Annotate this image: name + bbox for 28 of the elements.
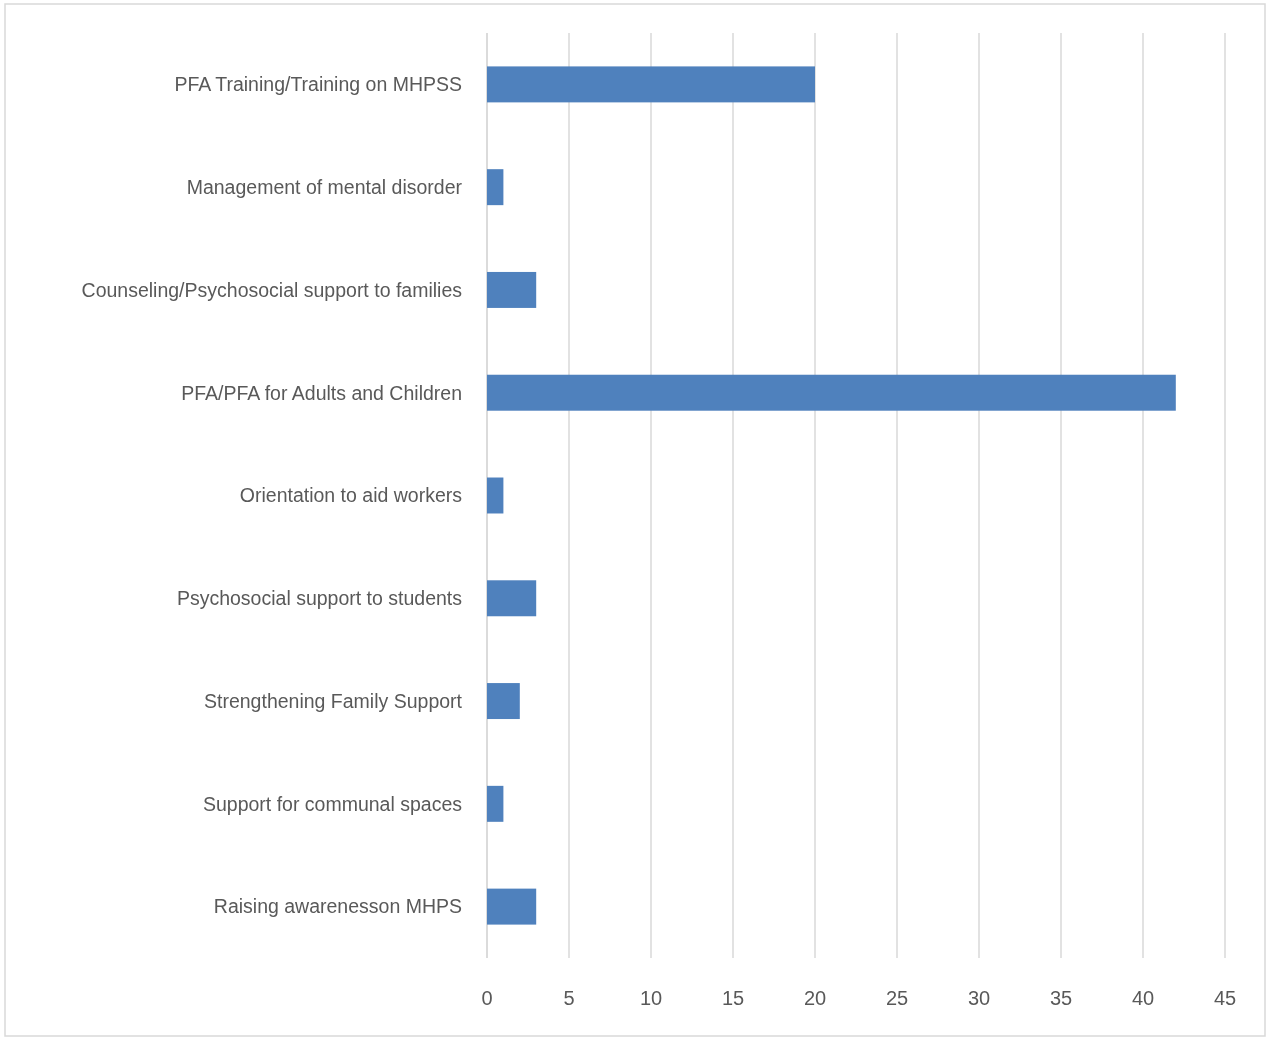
x-tick-label: 5 [563,987,575,1009]
bar [487,271,537,308]
x-tick-label: 25 [885,987,909,1009]
y-tick-label: Management of mental disorder [186,175,463,198]
bar [487,374,1176,411]
x-tick-label: 35 [1049,987,1073,1009]
bar [487,66,815,103]
x-tick-label: 0 [481,987,493,1009]
bar [487,169,504,206]
x-tick-label: 20 [803,987,827,1009]
y-tick-label: Raising awarenesson MHPS [213,895,462,918]
y-tick-label: Strengthening Family Support [204,689,463,712]
bar [487,683,520,720]
bar [487,477,504,514]
x-tick-label: 30 [967,987,991,1009]
y-tick-label: PFA Training/Training on MHPSS [174,73,462,96]
bar [487,785,504,822]
x-tick-label: 10 [639,987,663,1009]
x-tick-label: 40 [1131,987,1155,1009]
bar [487,580,537,617]
bar [487,888,537,925]
y-tick-label: Support for communal spaces [202,792,463,815]
y-tick-label: Orientation to aid workers [239,484,463,507]
x-tick-label: 15 [721,987,745,1009]
y-tick-label: Psychosocial support to students [176,587,463,610]
y-tick-label: PFA/PFA for Adults and Children [181,381,462,404]
x-tick-label: 45 [1213,987,1237,1009]
y-tick-label: Counseling/Psychosocial support to families [81,278,463,301]
